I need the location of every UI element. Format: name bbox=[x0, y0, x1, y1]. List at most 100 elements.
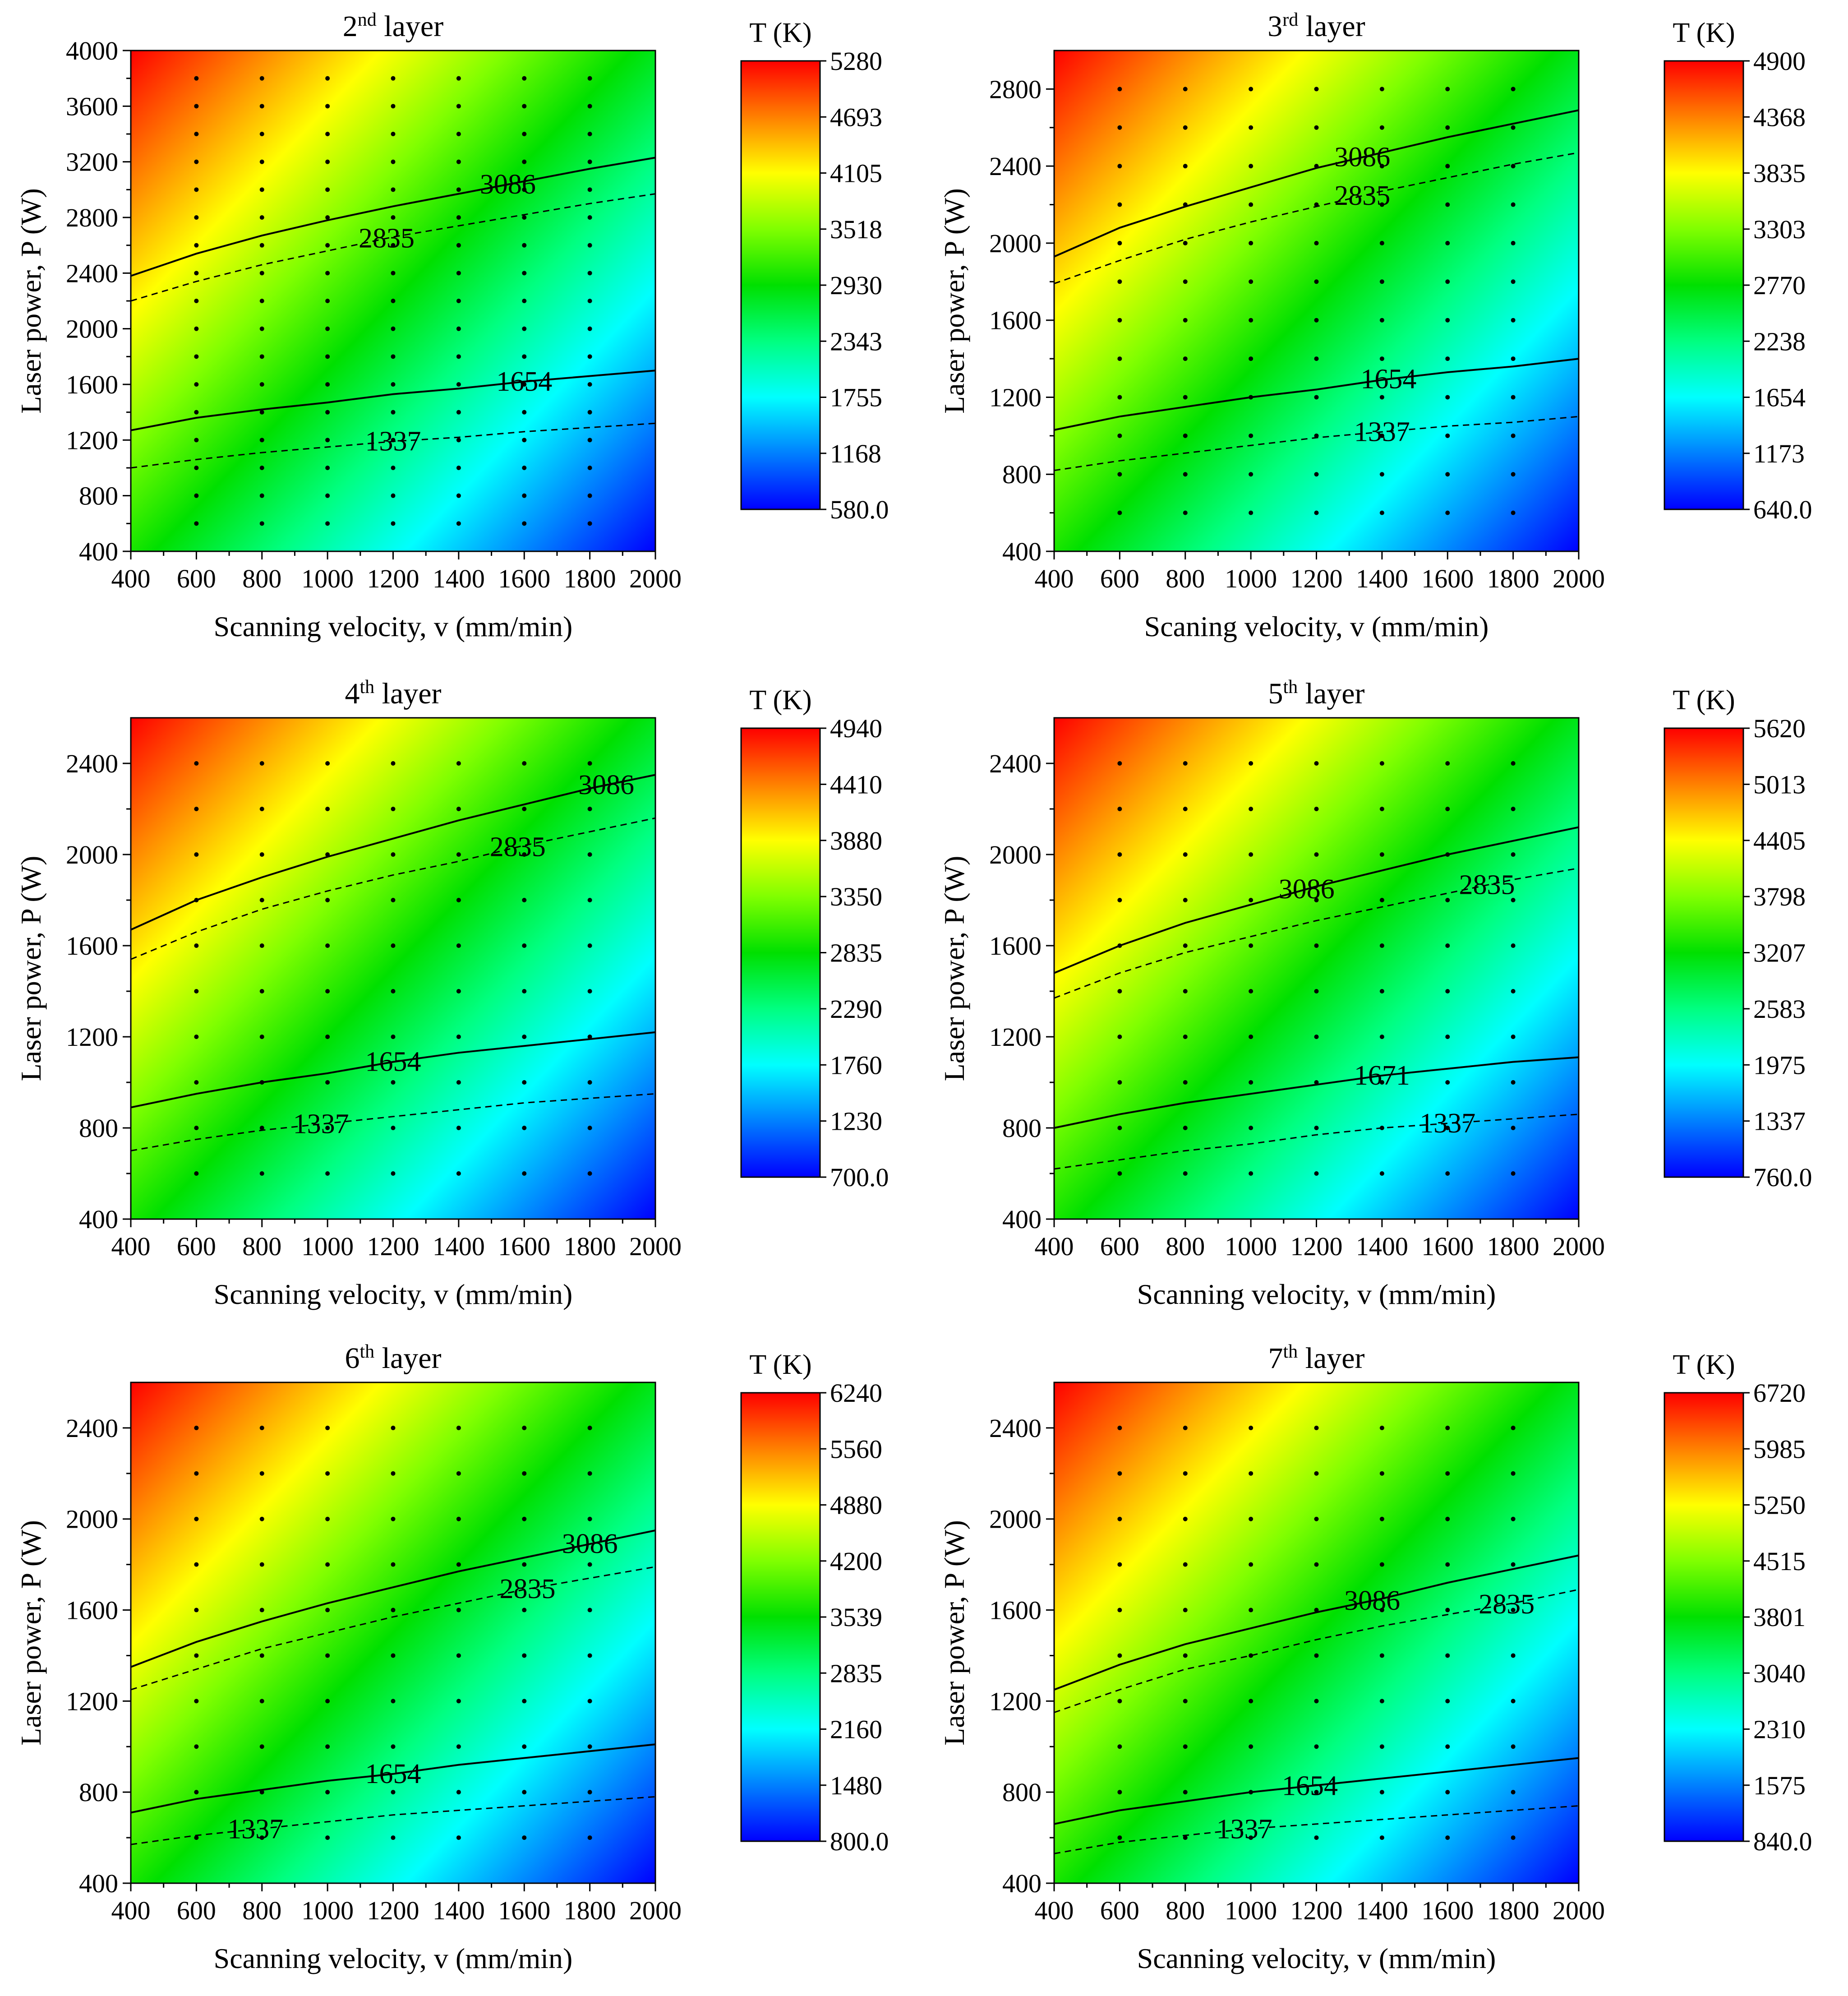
sample-point bbox=[522, 1516, 527, 1521]
sample-point bbox=[259, 1790, 264, 1795]
sample-point bbox=[522, 1171, 527, 1176]
contour-line-1337 bbox=[130, 1796, 656, 1845]
x-tick-label: 1000 bbox=[301, 1232, 354, 1261]
sample-point bbox=[456, 898, 461, 902]
sample-point bbox=[194, 852, 199, 857]
sample-point bbox=[1249, 807, 1254, 811]
title-text: layer bbox=[1298, 677, 1364, 710]
sample-point bbox=[1117, 1562, 1122, 1567]
colorbar-tick-label: 2770 bbox=[1753, 271, 1806, 300]
sample-points bbox=[194, 76, 592, 526]
sample-point bbox=[1249, 318, 1254, 323]
sample-point bbox=[587, 1080, 592, 1085]
x-tick-label: 800 bbox=[242, 1232, 281, 1261]
x-tick-label: 1400 bbox=[1356, 1896, 1408, 1925]
contour-label: 2835 bbox=[359, 223, 415, 254]
sample-point bbox=[194, 521, 199, 526]
sample-point bbox=[1511, 318, 1516, 323]
sample-point bbox=[1117, 318, 1122, 323]
sample-point bbox=[1183, 1035, 1188, 1039]
sample-point bbox=[1314, 395, 1319, 400]
sample-point bbox=[456, 1516, 461, 1521]
contour-label: 1654 bbox=[1360, 364, 1416, 394]
sample-point bbox=[1117, 1516, 1122, 1521]
x-tick-label: 800 bbox=[1166, 564, 1205, 593]
colorbar-tick-label: 5013 bbox=[1753, 770, 1806, 799]
sample-point bbox=[194, 1835, 199, 1840]
sample-point bbox=[1445, 807, 1450, 811]
x-tick-label: 1400 bbox=[1356, 564, 1408, 593]
sample-point bbox=[325, 1471, 330, 1476]
sample-point bbox=[587, 1171, 592, 1176]
sample-point bbox=[259, 243, 264, 248]
x-tick-label: 800 bbox=[242, 1896, 281, 1925]
y-tick-label: 2400 bbox=[989, 749, 1042, 778]
sample-points bbox=[1117, 1425, 1516, 1840]
sample-point bbox=[1379, 87, 1384, 92]
sample-point bbox=[194, 1471, 199, 1476]
sample-point bbox=[522, 1835, 527, 1840]
colorbar-tick-label: 800.0 bbox=[830, 1827, 889, 1856]
sample-point bbox=[1183, 807, 1188, 811]
colorbar-tick-label: 760.0 bbox=[1753, 1163, 1812, 1192]
sample-point bbox=[1445, 1608, 1450, 1613]
sample-point bbox=[587, 1425, 592, 1430]
sample-point bbox=[391, 159, 396, 164]
sample-point bbox=[587, 943, 592, 948]
sample-point bbox=[1249, 433, 1254, 438]
contour-label: 3086 bbox=[1344, 1585, 1400, 1616]
sample-point bbox=[1117, 761, 1122, 766]
sample-point bbox=[1445, 510, 1450, 515]
x-tick-label: 2000 bbox=[1553, 564, 1605, 593]
sample-point bbox=[1249, 1516, 1254, 1521]
sample-point bbox=[1314, 318, 1319, 323]
y-tick-label: 1600 bbox=[66, 1596, 118, 1625]
sample-point bbox=[456, 215, 461, 220]
sample-point bbox=[1249, 1699, 1254, 1704]
sample-point bbox=[391, 852, 396, 857]
sample-point bbox=[1314, 125, 1319, 130]
sample-point bbox=[325, 159, 330, 164]
sample-point bbox=[1117, 1126, 1122, 1130]
x-tick-label: 400 bbox=[1035, 1232, 1074, 1261]
y-tick-label: 1200 bbox=[989, 383, 1042, 412]
sample-point bbox=[587, 1516, 592, 1521]
sample-point bbox=[522, 76, 527, 81]
sample-point bbox=[194, 187, 199, 192]
sample-point bbox=[325, 1171, 330, 1176]
sample-point bbox=[1379, 1699, 1384, 1704]
colorbar-tick-label: 1575 bbox=[1753, 1771, 1806, 1800]
sample-point bbox=[325, 1835, 330, 1840]
colorbar-tick-label: 4940 bbox=[830, 714, 882, 743]
sample-point bbox=[1183, 433, 1188, 438]
sample-point bbox=[194, 159, 199, 164]
y-tick-label: 2000 bbox=[989, 229, 1042, 258]
colorbar-tick-label: 2835 bbox=[830, 938, 882, 968]
sample-point bbox=[587, 989, 592, 993]
sample-point bbox=[522, 761, 527, 766]
sample-point bbox=[391, 354, 396, 359]
sample-point bbox=[1117, 125, 1122, 130]
sample-point bbox=[587, 382, 592, 387]
title-number: 3 bbox=[1267, 10, 1282, 43]
sample-point bbox=[1249, 510, 1254, 515]
sample-point bbox=[1314, 1080, 1319, 1085]
contour-label: 2835 bbox=[500, 1574, 556, 1604]
sample-point bbox=[587, 1744, 592, 1749]
sample-point bbox=[1314, 1835, 1319, 1840]
sample-point bbox=[1379, 240, 1384, 245]
sample-point bbox=[259, 326, 264, 331]
sample-point bbox=[391, 761, 396, 766]
sample-point bbox=[522, 187, 527, 192]
y-tick-label: 400 bbox=[79, 1869, 118, 1898]
x-tick-label: 1200 bbox=[1290, 1232, 1343, 1261]
colorbar-tick-label: 3350 bbox=[830, 882, 882, 911]
sample-point bbox=[1183, 356, 1188, 361]
sample-point bbox=[1511, 510, 1516, 515]
x-tick-label: 1200 bbox=[367, 1896, 419, 1925]
sample-point bbox=[522, 410, 527, 415]
x-tick-label: 1400 bbox=[433, 1896, 485, 1925]
sample-point bbox=[1117, 433, 1122, 438]
y-tick-label: 800 bbox=[1002, 1114, 1042, 1143]
sample-point bbox=[259, 1744, 264, 1749]
